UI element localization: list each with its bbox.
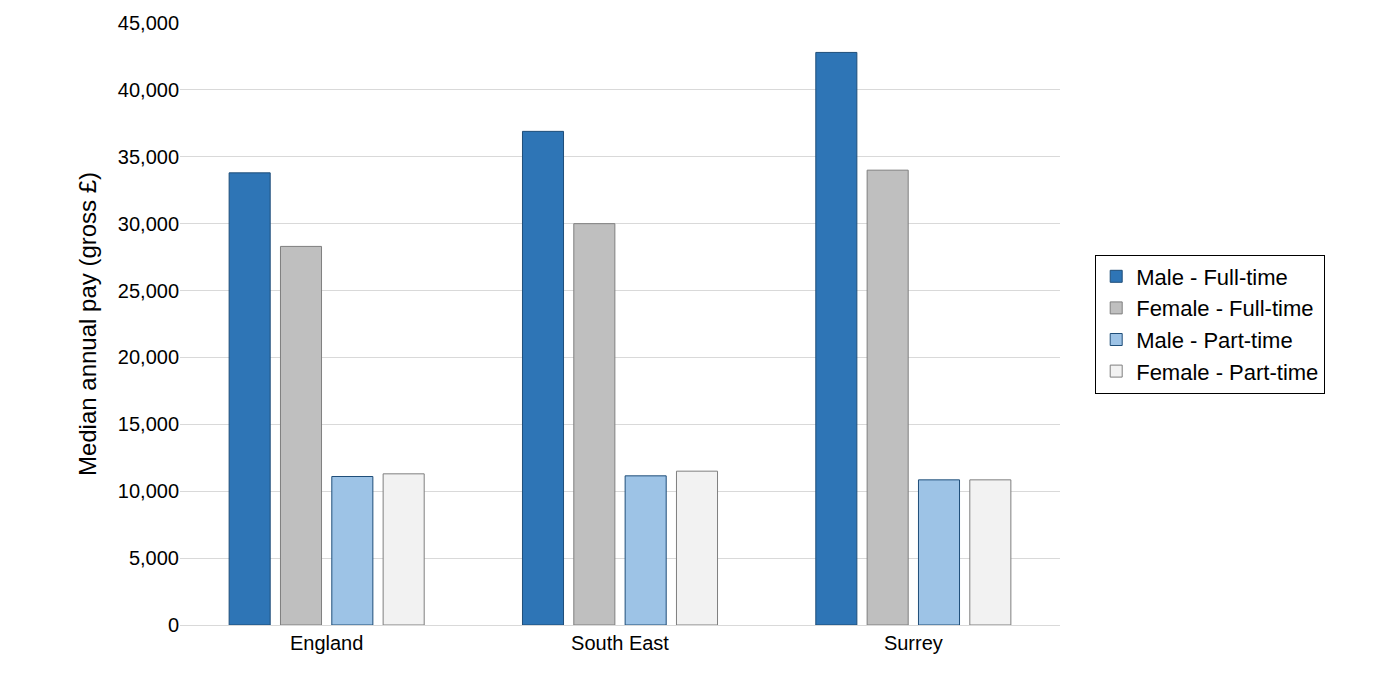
svg-text:15,000: 15,000 bbox=[118, 413, 179, 435]
svg-text:Female - Part-time: Female - Part-time bbox=[1136, 360, 1318, 385]
svg-text:England: England bbox=[290, 632, 363, 654]
svg-text:South East: South East bbox=[571, 632, 669, 654]
svg-text:Surrey: Surrey bbox=[884, 632, 943, 654]
svg-text:20,000: 20,000 bbox=[118, 346, 179, 368]
svg-text:45,000: 45,000 bbox=[118, 12, 179, 34]
svg-text:Female - Full-time: Female - Full-time bbox=[1136, 296, 1313, 321]
svg-text:10,000: 10,000 bbox=[118, 480, 179, 502]
svg-text:Male - Full-time: Male - Full-time bbox=[1136, 265, 1288, 290]
svg-text:40,000: 40,000 bbox=[118, 79, 179, 101]
svg-text:Male - Part-time: Male - Part-time bbox=[1136, 328, 1292, 353]
svg-text:Median annual pay (gross £): Median annual pay (gross £) bbox=[74, 172, 101, 476]
svg-text:5,000: 5,000 bbox=[129, 547, 179, 569]
svg-text:0: 0 bbox=[168, 614, 179, 636]
svg-text:30,000: 30,000 bbox=[118, 213, 179, 235]
svg-text:35,000: 35,000 bbox=[118, 146, 179, 168]
svg-text:25,000: 25,000 bbox=[118, 280, 179, 302]
